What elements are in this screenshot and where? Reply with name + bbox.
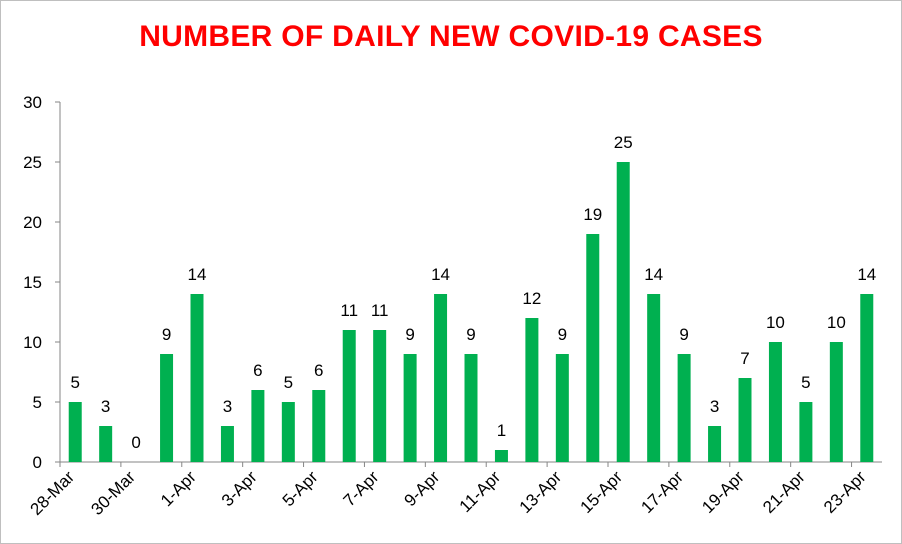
data-label-16-Apr: 14 [644,265,663,284]
data-label-1-Apr: 14 [188,265,207,284]
data-label-15-Apr: 25 [614,133,633,152]
y-tick-label: 10 [23,333,42,352]
data-label-31-Mar: 9 [162,325,171,344]
data-label-23-Apr: 14 [857,265,876,284]
bar-18-Apr [708,426,722,462]
data-label-14-Apr: 19 [583,205,602,224]
y-tick-label: 30 [23,93,42,112]
bar-28-Mar [68,402,82,462]
data-label-2-Apr: 3 [223,397,232,416]
bar-2-Apr [220,426,234,462]
bar-14-Apr [586,234,600,462]
x-tick-label: 23-Apr [820,467,870,517]
data-label-6-Apr: 11 [340,301,358,320]
x-tick-label: 21-Apr [759,467,809,517]
bar-5-Apr [312,390,326,462]
bar-9-Apr [434,294,448,462]
bar-12-Apr [525,318,539,462]
data-label-8-Apr: 9 [405,325,414,344]
data-label-22-Apr: 10 [827,313,846,332]
x-axis: 28-Mar 30-Mar 1-Apr 3-Apr 5-Apr 7-Apr 9-Apr 11-… [27,461,882,519]
chart-title: NUMBER OF DAILY NEW COVID-19 CASES [139,20,763,53]
data-labels: 5 3 0 9 14 3 6 5 6 11 11 9 14 9 1 12 9 19 25 14 9 3 7 10 5 10 14 [70,133,876,452]
y-axis: 0 5 10 15 20 25 30 [23,93,61,472]
x-tick-label: 19-Apr [698,467,748,517]
bar-31-Mar [160,354,174,462]
data-label-11-Apr: 1 [497,421,506,440]
x-tick-label: 5-Apr [279,467,322,510]
bar-4-Apr [281,402,295,462]
data-label-30-Mar: 0 [131,433,140,452]
x-tick-label: 11-Apr [456,467,505,516]
bar-17-Apr [677,354,691,462]
data-label-19-Apr: 7 [740,349,749,368]
x-tick-label: 30-Mar [87,467,139,519]
data-label-28-Mar: 5 [70,373,79,392]
x-tick-label: 7-Apr [340,467,383,510]
data-label-29-Mar: 3 [101,397,110,416]
data-label-7-Apr: 11 [371,301,389,320]
bar-29-Mar [99,426,113,462]
data-label-20-Apr: 10 [766,313,785,332]
bar-11-Apr [494,450,508,462]
data-label-17-Apr: 9 [679,325,688,344]
bar-19-Apr [738,378,752,462]
bar-1-Apr [190,294,204,462]
bar-3-Apr [251,390,265,462]
data-label-12-Apr: 12 [522,289,541,308]
bar-13-Apr [555,354,569,462]
data-label-9-Apr: 14 [431,265,450,284]
x-tick-label: 9-Apr [401,467,444,510]
data-label-18-Apr: 3 [710,397,719,416]
y-tick-label: 25 [23,153,42,172]
data-label-10-Apr: 9 [466,325,475,344]
y-tick-label: 5 [33,393,42,412]
bar-6-Apr [342,330,356,462]
y-tick-label: 20 [23,213,42,232]
x-tick-label: 28-Mar [27,467,79,519]
bars [68,162,874,462]
bar-16-Apr [647,294,661,462]
x-tick-label: 13-Apr [516,467,566,517]
data-label-5-Apr: 6 [314,361,323,380]
data-label-4-Apr: 5 [284,373,293,392]
x-tick-label: 1-Apr [157,467,200,510]
data-label-3-Apr: 6 [253,361,262,380]
bar-8-Apr [403,354,417,462]
y-tick-label: 0 [33,453,42,472]
bar-15-Apr [616,162,630,462]
bar-10-Apr [464,354,478,462]
data-label-13-Apr: 9 [558,325,567,344]
bar-20-Apr [768,342,782,462]
bar-22-Apr [829,342,843,462]
y-tick-label: 15 [23,273,42,292]
bar-21-Apr [799,402,813,462]
bar-23-Apr [860,294,874,462]
x-tick-label: 17-Apr [637,467,687,517]
bar-7-Apr [373,330,387,462]
x-tick-label: 3-Apr [218,467,261,510]
data-label-21-Apr: 5 [801,373,810,392]
x-tick-label: 15-Apr [577,467,627,517]
